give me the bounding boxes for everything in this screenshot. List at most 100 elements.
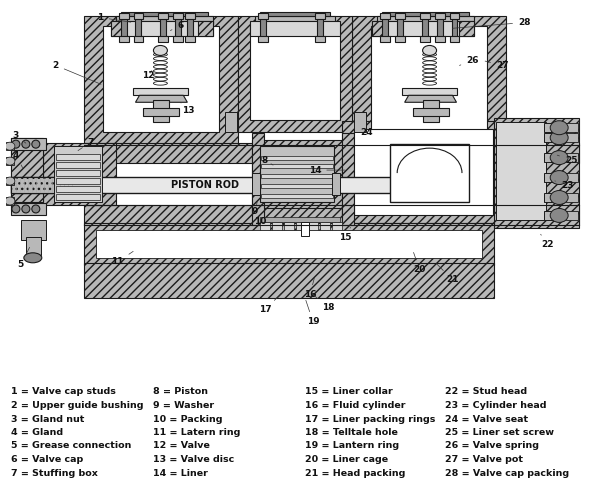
Text: 14 = Liner: 14 = Liner bbox=[153, 468, 208, 477]
Bar bbox=[54, 146, 101, 202]
Bar bbox=[544, 123, 564, 132]
Text: 2: 2 bbox=[53, 61, 101, 84]
Text: 12 = Valve: 12 = Valve bbox=[153, 442, 210, 450]
Bar bbox=[380, 12, 390, 18]
Ellipse shape bbox=[5, 177, 15, 185]
Text: 10 = Packing: 10 = Packing bbox=[153, 414, 223, 424]
Bar bbox=[84, 143, 579, 163]
Bar bbox=[284, 222, 294, 230]
Bar bbox=[84, 223, 494, 265]
Bar bbox=[372, 20, 474, 36]
Bar bbox=[380, 36, 390, 43]
Bar bbox=[84, 263, 494, 298]
Text: 4: 4 bbox=[12, 150, 22, 168]
Text: 3: 3 bbox=[13, 130, 26, 143]
Bar bbox=[261, 164, 333, 168]
Text: 10: 10 bbox=[254, 218, 266, 226]
Text: 8: 8 bbox=[262, 156, 273, 165]
Text: 14: 14 bbox=[309, 166, 345, 174]
Bar bbox=[120, 16, 126, 38]
Text: 26: 26 bbox=[460, 56, 478, 66]
Text: 5 = Grease connection: 5 = Grease connection bbox=[11, 442, 131, 450]
Bar bbox=[382, 16, 388, 38]
Bar bbox=[450, 12, 460, 18]
Bar bbox=[390, 144, 470, 202]
Ellipse shape bbox=[422, 46, 437, 56]
Bar bbox=[159, 12, 168, 18]
Bar bbox=[119, 12, 129, 18]
Text: 16 = Fluid cylinder: 16 = Fluid cylinder bbox=[305, 401, 405, 410]
Text: 28 = Valve cap packing: 28 = Valve cap packing bbox=[444, 468, 569, 477]
Bar bbox=[133, 36, 143, 43]
Bar bbox=[371, 26, 487, 132]
Bar bbox=[110, 20, 213, 36]
Bar bbox=[55, 194, 100, 200]
Text: 28: 28 bbox=[453, 18, 530, 28]
Bar bbox=[103, 26, 219, 132]
Bar bbox=[496, 122, 546, 220]
Text: 1 = Valve cap studs: 1 = Valve cap studs bbox=[11, 388, 116, 396]
Ellipse shape bbox=[550, 120, 568, 134]
Bar bbox=[252, 140, 342, 208]
Bar bbox=[153, 100, 169, 122]
Bar bbox=[317, 16, 323, 38]
Bar bbox=[435, 12, 444, 18]
Text: 3 = Gland nut: 3 = Gland nut bbox=[11, 414, 84, 424]
Bar bbox=[96, 230, 483, 258]
Bar bbox=[258, 36, 268, 43]
Text: 6: 6 bbox=[171, 21, 183, 30]
Text: 22: 22 bbox=[540, 234, 553, 250]
Bar bbox=[55, 170, 100, 176]
Bar bbox=[422, 100, 438, 122]
Bar bbox=[55, 178, 100, 184]
Text: 13: 13 bbox=[181, 102, 195, 115]
Text: 12: 12 bbox=[142, 70, 155, 80]
Text: 8 = Piston: 8 = Piston bbox=[153, 388, 208, 396]
Bar bbox=[419, 36, 430, 43]
Bar bbox=[412, 108, 448, 116]
Bar bbox=[372, 20, 386, 36]
Bar bbox=[11, 146, 43, 202]
Bar bbox=[566, 123, 578, 132]
Text: 15: 15 bbox=[339, 228, 351, 242]
Text: 20 = Liner cage: 20 = Liner cage bbox=[305, 455, 388, 464]
Bar bbox=[120, 12, 208, 16]
Bar bbox=[21, 220, 46, 240]
Bar bbox=[422, 16, 428, 38]
Bar bbox=[566, 211, 578, 220]
Text: 21: 21 bbox=[437, 264, 459, 284]
Bar bbox=[133, 88, 188, 96]
Bar bbox=[143, 108, 179, 116]
Text: 2 = Upper guide bushing: 2 = Upper guide bushing bbox=[11, 401, 143, 410]
Bar bbox=[544, 211, 564, 220]
Ellipse shape bbox=[5, 197, 15, 205]
Bar bbox=[544, 153, 564, 162]
Bar bbox=[6, 197, 14, 205]
Ellipse shape bbox=[5, 142, 15, 150]
Bar bbox=[198, 20, 213, 36]
Text: 9 = Washer: 9 = Washer bbox=[153, 401, 215, 410]
Bar bbox=[116, 16, 213, 22]
Bar bbox=[450, 36, 460, 43]
Bar bbox=[296, 222, 306, 230]
Bar bbox=[84, 205, 579, 225]
Ellipse shape bbox=[153, 46, 168, 56]
Bar bbox=[11, 177, 428, 193]
Text: 6 = Valve cap: 6 = Valve cap bbox=[11, 455, 83, 464]
Bar bbox=[252, 133, 264, 215]
Bar bbox=[260, 16, 266, 38]
Ellipse shape bbox=[550, 130, 568, 144]
Bar bbox=[252, 173, 260, 195]
Text: 16: 16 bbox=[304, 278, 316, 299]
Text: 19 = Lantern ring: 19 = Lantern ring bbox=[305, 442, 399, 450]
Bar bbox=[261, 156, 333, 160]
Bar bbox=[395, 36, 405, 43]
Bar bbox=[354, 112, 366, 132]
Bar bbox=[188, 16, 194, 38]
Bar bbox=[301, 222, 309, 236]
Bar bbox=[119, 36, 129, 43]
Bar bbox=[332, 173, 340, 195]
Text: 15 = Liner collar: 15 = Liner collar bbox=[305, 388, 393, 396]
Bar bbox=[173, 36, 183, 43]
Bar bbox=[136, 16, 142, 38]
